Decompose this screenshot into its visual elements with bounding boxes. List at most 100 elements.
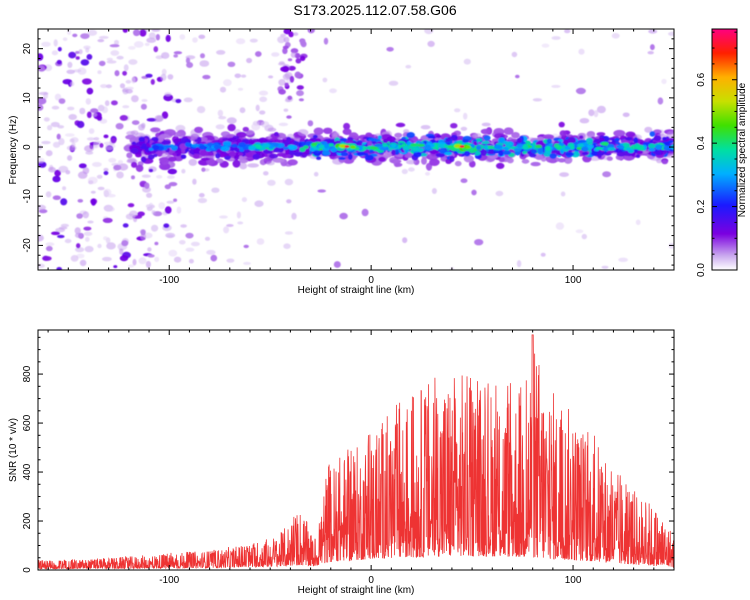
heatmap-cell bbox=[215, 124, 225, 130]
heatmap-cell bbox=[513, 147, 522, 152]
heatmap-cell bbox=[402, 237, 408, 244]
heatmap-cell bbox=[564, 152, 575, 156]
heatmap-cell bbox=[425, 146, 431, 150]
heatmap-cell bbox=[394, 149, 400, 156]
heatmap-cell bbox=[67, 106, 75, 111]
heatmap-cell bbox=[102, 256, 112, 262]
heatmap-cell bbox=[254, 51, 262, 57]
heatmap-cell bbox=[54, 169, 61, 177]
heatmap-cell bbox=[129, 136, 139, 144]
heatmap-cell bbox=[266, 161, 275, 166]
heatmap-cell bbox=[126, 152, 133, 159]
heatmap-cell bbox=[567, 149, 573, 153]
heatmap-cell bbox=[172, 152, 177, 157]
heatmap-cell bbox=[163, 223, 170, 228]
heatmap-cell bbox=[38, 234, 44, 242]
heatmap-cell bbox=[443, 151, 453, 156]
heatmap-cell bbox=[286, 115, 292, 119]
heatmap-cell bbox=[77, 67, 87, 75]
heatmap-cell bbox=[235, 38, 246, 45]
heatmap-cell bbox=[106, 57, 113, 61]
heatmap-cell bbox=[650, 44, 655, 51]
heatmap-cell bbox=[445, 137, 451, 142]
heatmap-cell bbox=[343, 122, 351, 130]
heatmap-cell bbox=[577, 139, 587, 143]
heatmap-cell bbox=[437, 143, 445, 149]
heatmap-cell bbox=[218, 116, 227, 120]
heatmap-cell bbox=[635, 219, 641, 226]
heatmap-cell bbox=[104, 100, 110, 107]
heatmap-cell bbox=[277, 36, 286, 44]
heatmap-cell bbox=[52, 141, 61, 148]
heatmap-cell bbox=[194, 139, 200, 143]
heatmap-cell bbox=[164, 184, 171, 190]
heatmap-cell bbox=[148, 32, 156, 40]
heatmap-cell bbox=[227, 123, 236, 132]
heatmap-cell bbox=[567, 137, 577, 144]
heatmap-cell bbox=[260, 121, 270, 128]
heatmap-cell bbox=[268, 153, 279, 159]
snr-ytick-label: 200 bbox=[22, 512, 33, 529]
heatmap-cell bbox=[141, 99, 148, 102]
heatmap-cell bbox=[421, 157, 427, 165]
heatmap-cell bbox=[97, 186, 105, 191]
heatmap-cell bbox=[425, 171, 430, 176]
heatmap-cell bbox=[578, 48, 585, 55]
heatmap-cell bbox=[52, 175, 61, 183]
heatmap-cell bbox=[70, 81, 75, 87]
snr-xtick-label: 0 bbox=[368, 575, 374, 586]
heatmap-cell bbox=[76, 120, 85, 129]
heatmap-cell bbox=[155, 34, 160, 41]
heatmap-cell bbox=[145, 73, 153, 78]
heatmap-ytick-label: -20 bbox=[22, 238, 33, 253]
heatmap-cell bbox=[234, 73, 242, 79]
heatmap-cell bbox=[151, 224, 159, 232]
heatmap-cell bbox=[173, 198, 178, 202]
heatmap-cell bbox=[549, 153, 557, 159]
heatmap-cell bbox=[416, 143, 425, 147]
heatmap-cell bbox=[161, 68, 167, 76]
heatmap-cell bbox=[154, 241, 159, 246]
heatmap-cell bbox=[122, 223, 129, 228]
heatmap-cell bbox=[278, 62, 286, 66]
heatmap-cell bbox=[158, 157, 170, 163]
heatmap-cell bbox=[69, 138, 75, 143]
heatmap-cell bbox=[237, 221, 244, 225]
heatmap-cell bbox=[581, 146, 589, 152]
heatmap-cell bbox=[150, 79, 155, 85]
heatmap-cell bbox=[503, 127, 514, 135]
heatmap-cell bbox=[138, 124, 145, 131]
heatmap-cell bbox=[307, 120, 314, 127]
heatmap-cell bbox=[161, 111, 169, 119]
heatmap-cell bbox=[114, 39, 119, 46]
heatmap-cell bbox=[140, 156, 147, 163]
heatmap-cell bbox=[76, 253, 85, 259]
heatmap-cell bbox=[90, 108, 99, 113]
heatmap-cell bbox=[655, 144, 663, 150]
heatmap-cell bbox=[323, 37, 329, 45]
snr-frame bbox=[37, 329, 675, 571]
heatmap-cell bbox=[333, 261, 341, 268]
heatmap-cell bbox=[319, 141, 328, 145]
heatmap-cell bbox=[130, 147, 139, 154]
heatmap-cell bbox=[367, 140, 373, 147]
heatmap-cell bbox=[401, 168, 408, 175]
heatmap-cell bbox=[254, 200, 264, 207]
snr-ytick-label: 0 bbox=[22, 567, 33, 573]
heatmap-cell bbox=[516, 137, 523, 144]
heatmap-cell bbox=[70, 255, 79, 262]
heatmap-cell bbox=[51, 50, 59, 56]
heatmap-cell bbox=[177, 149, 182, 155]
heatmap-cell bbox=[615, 145, 625, 149]
heatmap-cell bbox=[131, 120, 140, 125]
heatmap-cell bbox=[188, 158, 198, 166]
heatmap-cell bbox=[316, 156, 322, 160]
heatmap-cell bbox=[204, 236, 211, 241]
heatmap-cell bbox=[283, 243, 291, 249]
heatmap-xtick-label: -100 bbox=[159, 275, 179, 286]
heatmap-cell bbox=[161, 140, 171, 145]
heatmap-cell bbox=[483, 135, 491, 141]
heatmap-cell bbox=[480, 128, 491, 135]
heatmap-cell bbox=[67, 61, 73, 68]
heatmap-cell bbox=[535, 144, 542, 149]
